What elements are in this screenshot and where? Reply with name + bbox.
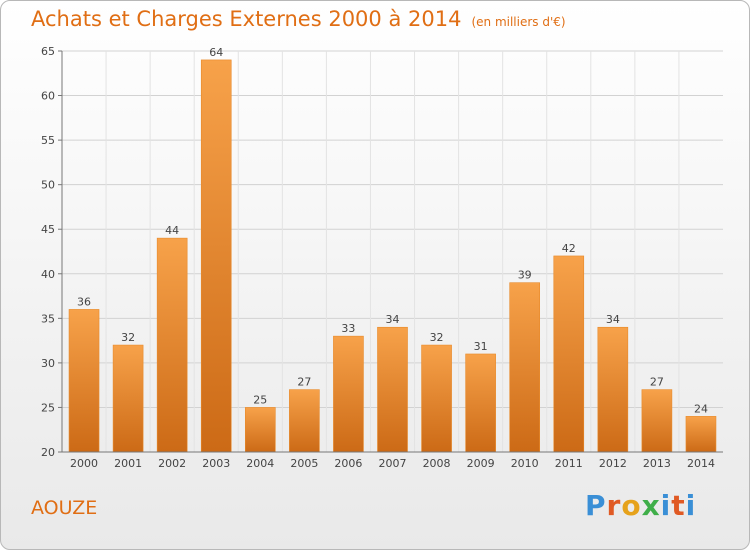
x-tick-label-2009: 2009 (467, 457, 495, 470)
data-label-2006: 33 (341, 322, 355, 335)
data-label-2000: 36 (77, 295, 91, 308)
y-tick-label: 40 (41, 268, 55, 281)
data-label-2004: 25 (253, 393, 267, 406)
logo-letter: r (606, 489, 622, 522)
y-tick-label: 25 (41, 401, 55, 414)
data-label-2007: 34 (386, 313, 400, 326)
bar-2007 (377, 326, 408, 453)
x-tick-label-2008: 2008 (423, 457, 451, 470)
data-label-2009: 31 (474, 340, 488, 353)
data-label-2008: 32 (430, 331, 444, 344)
x-tick-label-2014: 2014 (687, 457, 715, 470)
x-tick-label-2007: 2007 (379, 457, 407, 470)
proxiti-logo: Proxiti (585, 489, 696, 522)
logo-letter: x (641, 489, 661, 522)
logo-letter: t (671, 489, 686, 522)
x-tick-label-2004: 2004 (246, 457, 274, 470)
bar-2013 (641, 389, 673, 453)
bar-2009 (465, 353, 496, 453)
x-tick-label-2002: 2002 (158, 457, 186, 470)
bar-2005 (289, 389, 320, 453)
data-label-2002: 44 (165, 224, 179, 237)
chart-title: Achats et Charges Externes 2000 à 2014 (e… (31, 7, 566, 31)
y-tick-label: 60 (41, 90, 55, 103)
x-tick-label-2012: 2012 (599, 457, 627, 470)
data-label-2001: 32 (121, 331, 135, 344)
data-labels: 36 32 44 64 25 27 33 34 32 31 39 42 34 27 24 (77, 46, 708, 415)
bars (68, 59, 717, 453)
chart-title-text: Achats et Charges Externes 2000 à 2014 (31, 7, 462, 31)
x-tick-label-2006: 2006 (334, 457, 362, 470)
bar-2002 (156, 237, 188, 453)
logo-letter: P (585, 489, 607, 522)
logo-letter: i (685, 489, 697, 522)
bar-2003 (200, 59, 232, 453)
x-tick-label-2000: 2000 (70, 457, 98, 470)
bar-2000 (68, 309, 100, 453)
bar-2008 (421, 344, 452, 453)
bar-2011 (553, 255, 585, 453)
y-tick-label: 65 (41, 45, 55, 58)
x-tick-label-2001: 2001 (114, 457, 142, 470)
bar-2004 (245, 407, 276, 453)
chart-unit: (en milliers d'€) (471, 15, 566, 29)
x-tick-label-2003: 2003 (202, 457, 230, 470)
x-tick-label-2010: 2010 (511, 457, 539, 470)
bar-2010 (509, 282, 541, 453)
logo-letter: i (660, 489, 672, 522)
x-tick-label-2005: 2005 (290, 457, 318, 470)
data-label-2005: 27 (297, 376, 311, 389)
y-tick-label: 30 (41, 357, 55, 370)
data-label-2013: 27 (650, 376, 664, 389)
x-tick-label-2011: 2011 (555, 457, 583, 470)
y-tick-label: 50 (41, 179, 55, 192)
data-label-2010: 39 (518, 269, 532, 282)
data-label-2011: 42 (562, 242, 576, 255)
axes: 20 25 30 35 40 45 50 55 60 65 2000 2001 2002 2003 2004… (41, 45, 723, 470)
y-tick-label: 35 (41, 312, 55, 325)
bar-2001 (112, 344, 144, 453)
logo-letter: o (621, 489, 642, 522)
commune-name: AOUZE (31, 497, 98, 519)
data-label-2003: 64 (209, 46, 223, 59)
y-tick-label: 55 (41, 134, 55, 147)
data-label-2014: 24 (694, 402, 708, 415)
y-tick-label: 45 (41, 223, 55, 236)
y-tick-label: 20 (41, 446, 55, 459)
data-label-2012: 34 (606, 313, 620, 326)
bar-2014 (685, 416, 717, 453)
bar-2012 (597, 326, 629, 453)
bar-2006 (333, 335, 364, 453)
x-tick-label-2013: 2013 (643, 457, 671, 470)
